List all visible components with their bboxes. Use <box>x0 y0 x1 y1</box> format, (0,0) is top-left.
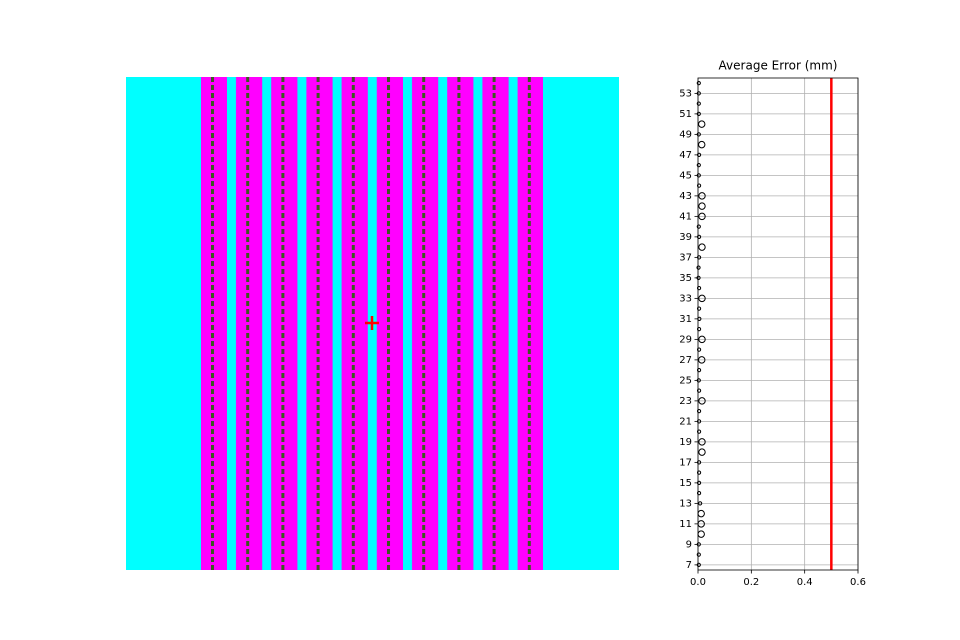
point <box>696 429 702 434</box>
point <box>698 243 706 251</box>
point <box>696 491 702 496</box>
chart-title: Average Error (mm) <box>719 59 838 73</box>
point <box>696 327 702 332</box>
point <box>696 286 702 291</box>
point <box>696 132 701 137</box>
point <box>696 183 702 188</box>
point <box>696 173 701 178</box>
center-marker <box>365 316 379 330</box>
point <box>696 224 701 229</box>
point <box>698 294 706 303</box>
y-tick-label: 53 <box>679 88 692 99</box>
point <box>696 388 702 393</box>
plot-frame <box>697 77 859 571</box>
point <box>696 81 701 86</box>
y-tick-label: 43 <box>679 191 692 202</box>
point <box>696 234 702 239</box>
point <box>698 120 706 128</box>
point <box>696 552 701 557</box>
y-tick-label: 21 <box>679 416 692 427</box>
y-tick-label: 37 <box>679 252 692 263</box>
y-tick-label: 51 <box>679 109 692 120</box>
x-tick-label: 0.4 <box>797 577 813 588</box>
y-tick-label: 33 <box>679 293 692 304</box>
y-tick-label: 41 <box>679 211 692 222</box>
x-tick-label: 0.2 <box>743 577 759 588</box>
image-panel <box>126 77 619 570</box>
point <box>696 255 702 260</box>
point <box>696 163 701 168</box>
point <box>696 480 702 485</box>
x-tick-label: 0.6 <box>850 577 866 588</box>
point <box>698 140 706 149</box>
point <box>696 368 702 373</box>
y-tick-label: 17 <box>679 457 692 468</box>
y-tick-label: 49 <box>679 129 692 140</box>
y-tick-label: 47 <box>679 150 692 161</box>
y-tick-label: 31 <box>679 314 692 325</box>
point <box>696 409 702 414</box>
point <box>698 397 706 405</box>
point <box>698 438 706 446</box>
point <box>698 501 703 506</box>
point <box>696 152 702 157</box>
y-tick-label: 9 <box>686 539 692 550</box>
y-tick-label: 35 <box>679 273 692 284</box>
point <box>696 265 701 270</box>
point <box>696 470 702 475</box>
point <box>698 202 706 210</box>
y-tick-label: 15 <box>679 478 692 489</box>
point <box>696 542 701 547</box>
y-tick-label: 39 <box>679 232 692 243</box>
point <box>696 562 701 567</box>
point <box>698 192 706 200</box>
y-tick-label: 13 <box>679 498 692 509</box>
y-tick-label: 25 <box>679 375 692 386</box>
point <box>696 306 702 311</box>
point <box>696 347 702 352</box>
y-tick-label: 29 <box>679 334 692 345</box>
y-tick-label: 45 <box>679 170 692 181</box>
y-tick-label: 27 <box>679 355 692 366</box>
point <box>696 91 701 96</box>
point <box>697 530 705 538</box>
x-tick-label: 0.0 <box>690 577 706 588</box>
point <box>698 356 706 364</box>
point <box>696 378 701 383</box>
y-tick-label: 11 <box>679 519 692 530</box>
point <box>696 419 702 424</box>
y-tick-label: 23 <box>679 396 692 407</box>
point <box>696 460 702 465</box>
point <box>696 101 701 106</box>
point <box>697 509 705 518</box>
point <box>696 111 701 116</box>
y-tick-label: 19 <box>679 437 692 448</box>
point <box>698 212 706 221</box>
y-tick-label: 7 <box>686 560 692 571</box>
point <box>698 335 706 344</box>
point <box>698 448 706 456</box>
point <box>696 275 701 280</box>
